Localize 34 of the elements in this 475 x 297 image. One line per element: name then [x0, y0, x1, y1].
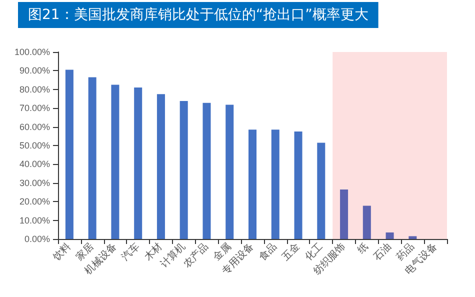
bar: [317, 142, 326, 239]
bar: [226, 104, 234, 239]
bar: [156, 94, 165, 239]
y-tick-label: 90.00%: [19, 66, 50, 76]
y-tick-label: 60.00%: [19, 122, 50, 132]
bar: [294, 131, 302, 239]
x-tick-label: 五金: [280, 240, 302, 264]
x-tick-label: 石油: [371, 240, 394, 264]
x-tick-label: 食品: [256, 240, 280, 264]
y-tick-label: 40.00%: [19, 159, 50, 170]
x-tick-label: 汽车: [119, 240, 142, 264]
bar: [248, 130, 257, 239]
bar: [134, 88, 142, 239]
bar: [408, 236, 417, 239]
bar: [65, 70, 74, 239]
bar: [271, 130, 280, 239]
bar: [88, 77, 96, 239]
bar: [340, 189, 348, 239]
y-tick-label: 30.00%: [19, 178, 50, 188]
x-tick-label: 纸: [355, 240, 371, 256]
y-tick-label: 0.00%: [24, 234, 50, 244]
chart-title: 图21：美国批发商库销比处于低位的“抢出口”概率更大: [28, 7, 368, 23]
y-tick-label: 100.00%: [14, 47, 50, 57]
y-tick-label: 50.00%: [19, 140, 50, 150]
y-tick-label: 80.00%: [19, 84, 50, 94]
bar: [111, 84, 120, 239]
y-tick-label: 20.00%: [19, 196, 50, 207]
bar: [386, 232, 394, 239]
y-tick-label: 70.00%: [19, 103, 50, 114]
y-tick-label: 10.00%: [19, 215, 50, 226]
bar: [180, 100, 188, 239]
bar: [362, 206, 371, 239]
x-tick-label: 饮料: [50, 240, 74, 264]
bar: [202, 102, 211, 239]
